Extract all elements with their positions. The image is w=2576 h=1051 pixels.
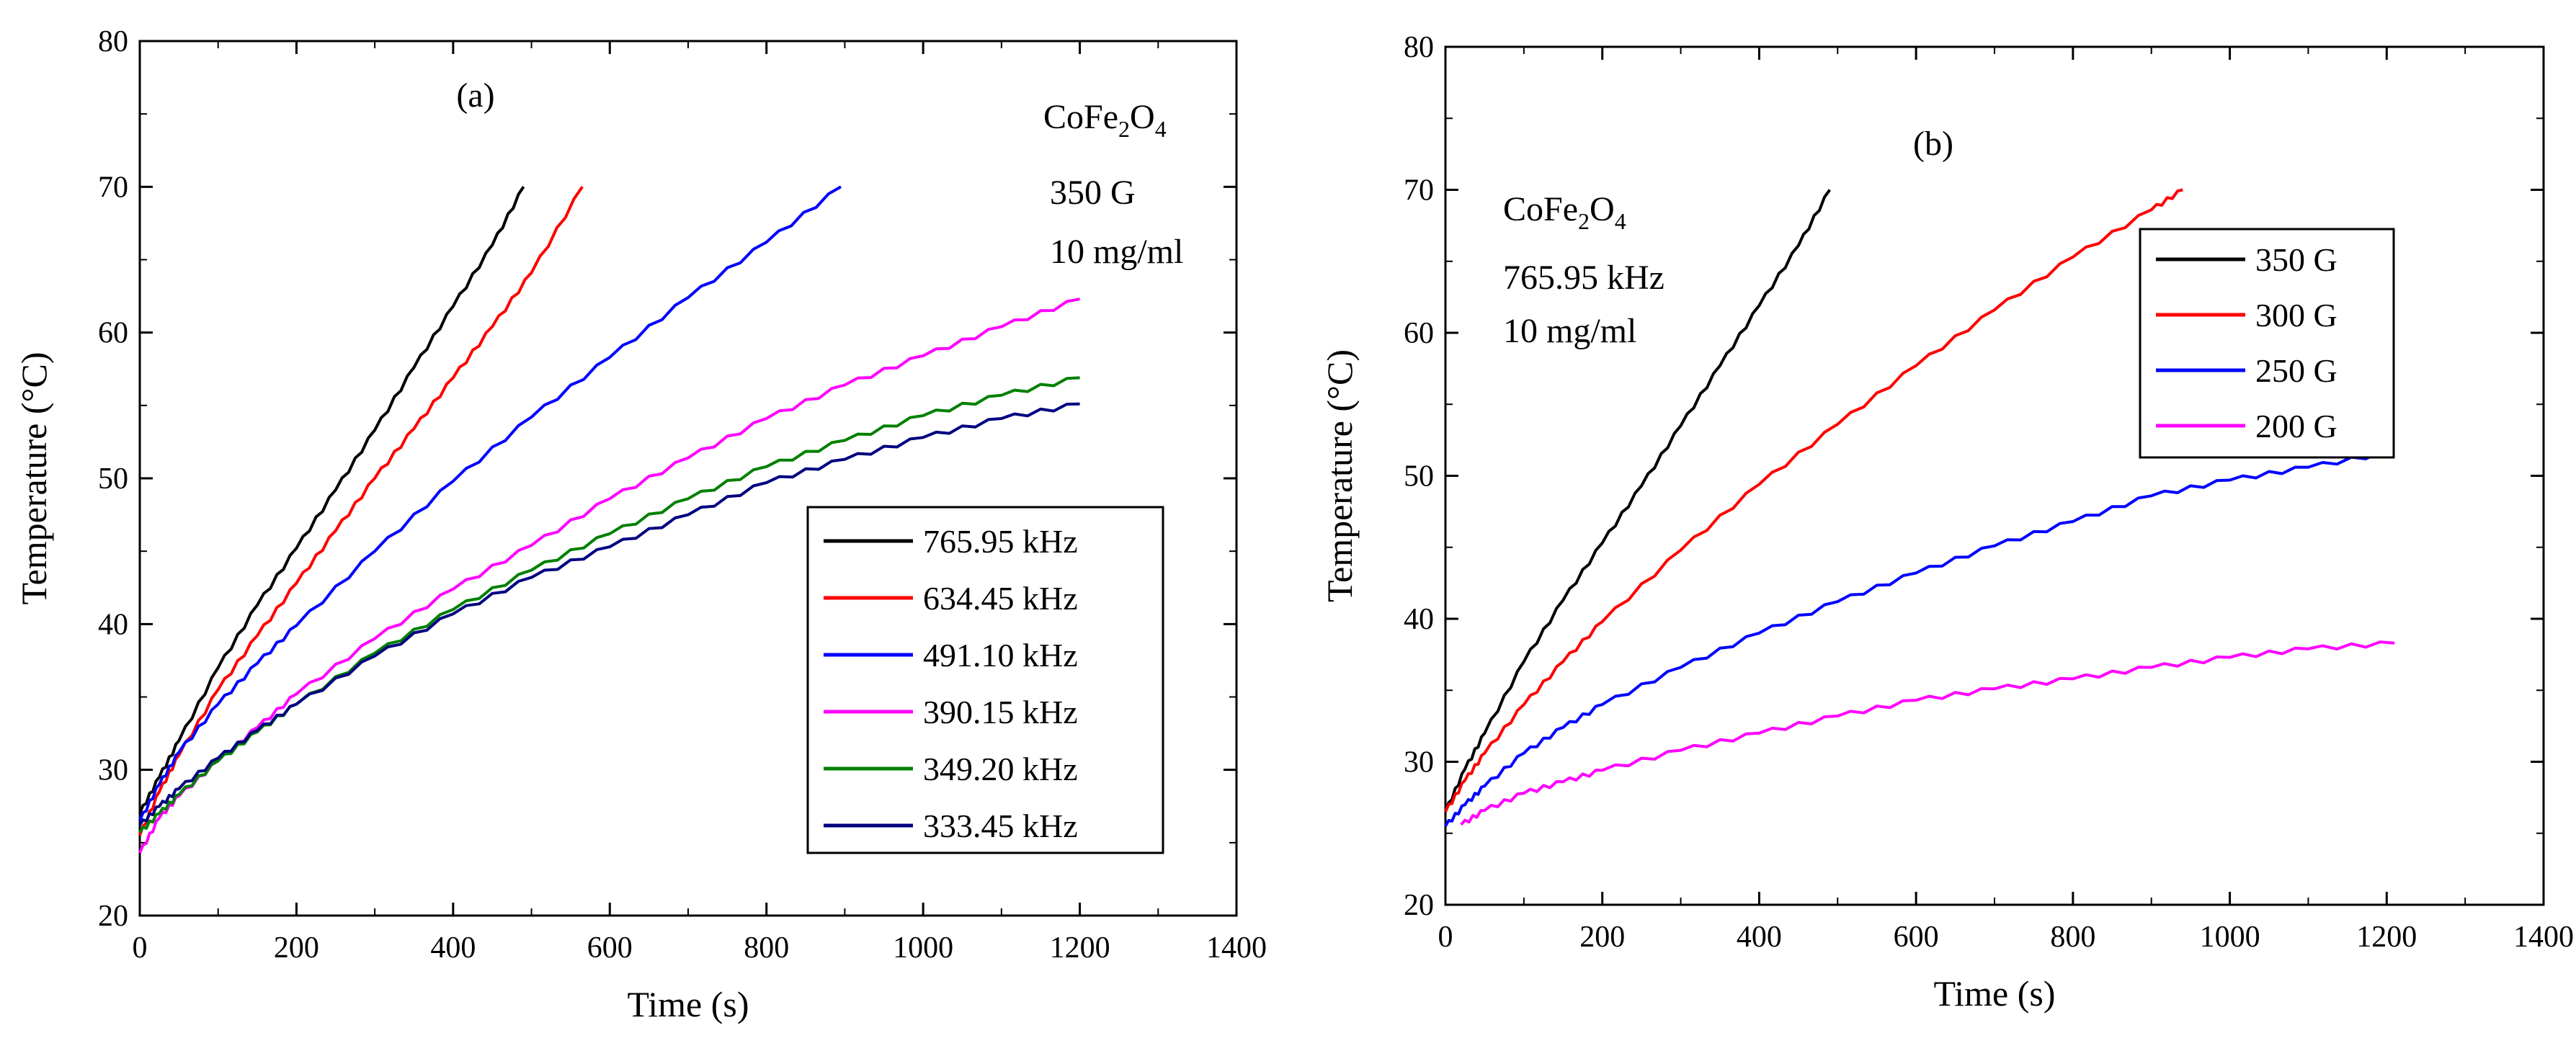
y-axis-ticks: 20 30 40 50 60 70 80 bbox=[1404, 31, 2544, 922]
y-tick-label: 40 bbox=[98, 608, 128, 641]
x-tick-label: 1200 bbox=[2356, 921, 2417, 954]
x-axis-title: Time (s) bbox=[1933, 973, 2055, 1014]
annotation-concentration: 10 mg/ml bbox=[1050, 233, 1183, 271]
x-tick-label: 1200 bbox=[1050, 931, 1110, 965]
series-line bbox=[1444, 450, 2395, 827]
legend-label: 765.95 kHz bbox=[923, 523, 1078, 560]
chart-panel-b: 0 200 400 600 800 1000 1200 1400 20 30 40 50 60 70 80… bbox=[1319, 31, 2574, 1014]
legend-label: 300 G bbox=[2255, 297, 2337, 334]
material-formula: CoFe2O4 bbox=[1503, 190, 1626, 234]
formula-oxygen: O bbox=[1130, 98, 1155, 136]
legend-label: 349.20 kHz bbox=[923, 751, 1078, 787]
legend-label: 350 G bbox=[2255, 241, 2337, 278]
series-line bbox=[1444, 188, 2183, 813]
series-line bbox=[138, 376, 1080, 833]
x-tick-label: 400 bbox=[1737, 921, 1782, 954]
y-tick-label: 30 bbox=[1404, 746, 1434, 779]
x-tick-label: 400 bbox=[430, 931, 476, 965]
y-axis-title: Temperature (°C) bbox=[1319, 349, 1360, 602]
x-tick-label: 800 bbox=[2050, 921, 2095, 954]
x-tick-label: 200 bbox=[1579, 921, 1625, 954]
legend-label: 491.10 kHz bbox=[923, 637, 1078, 674]
x-tick-label: 1000 bbox=[893, 931, 953, 965]
y-tick-label: 20 bbox=[1404, 889, 1434, 922]
annotation-concentration: 10 mg/ml bbox=[1503, 312, 1636, 350]
formula-oxygen: O bbox=[1590, 190, 1615, 228]
annotation-field: 350 G bbox=[1050, 174, 1136, 212]
y-tick-label: 60 bbox=[98, 317, 128, 350]
y-tick-label: 40 bbox=[1404, 603, 1434, 636]
y-tick-label: 60 bbox=[1404, 317, 1434, 350]
formula-subscript-2: 4 bbox=[1155, 116, 1167, 142]
formula-subscript-2: 4 bbox=[1615, 208, 1626, 234]
formula-subscript-1: 2 bbox=[1118, 116, 1130, 142]
legend: 350 G 300 G 250 G 200 G bbox=[2139, 228, 2395, 459]
x-tick-label: 0 bbox=[133, 931, 148, 965]
formula-base: CoFe bbox=[1503, 190, 1578, 228]
panel-label: (b) bbox=[1913, 125, 1953, 163]
series-lines bbox=[138, 185, 1080, 854]
series-line bbox=[138, 402, 1080, 826]
legend-box bbox=[806, 506, 1164, 854]
x-tick-label: 0 bbox=[1438, 921, 1453, 954]
y-axis-title: Temperature (°C) bbox=[14, 352, 54, 604]
x-tick-label: 1000 bbox=[2200, 921, 2260, 954]
legend-label: 250 G bbox=[2255, 352, 2337, 389]
y-tick-label: 30 bbox=[98, 754, 128, 787]
series-line bbox=[138, 186, 525, 815]
y-tick-label: 70 bbox=[1404, 174, 1434, 207]
y-tick-label: 50 bbox=[98, 462, 128, 496]
series-line bbox=[1460, 640, 2395, 826]
y-tick-label: 20 bbox=[98, 900, 128, 933]
x-axis-ticks: 0 200 400 600 800 1000 1200 1400 bbox=[133, 41, 1267, 965]
x-tick-label: 600 bbox=[1894, 921, 1939, 954]
annotation-frequency: 765.95 kHz bbox=[1503, 259, 1664, 297]
legend-box bbox=[2139, 228, 2395, 459]
formula-base: CoFe bbox=[1043, 98, 1118, 136]
x-axis-ticks: 0 200 400 600 800 1000 1200 1400 bbox=[1438, 47, 2574, 954]
legend-label: 634.45 kHz bbox=[923, 580, 1078, 617]
y-tick-label: 50 bbox=[1404, 460, 1434, 493]
series-lines bbox=[1444, 188, 2395, 827]
y-tick-label: 70 bbox=[98, 171, 128, 204]
series-line bbox=[1444, 189, 1832, 813]
x-tick-label: 1400 bbox=[2513, 921, 2574, 954]
plot-area-frame bbox=[1444, 45, 2545, 906]
legend-label: 200 G bbox=[2255, 408, 2337, 444]
x-tick-label: 200 bbox=[274, 931, 319, 965]
series-line bbox=[138, 185, 842, 822]
y-tick-label: 80 bbox=[98, 25, 128, 58]
x-axis-title: Time (s) bbox=[627, 984, 749, 1024]
y-tick-label: 80 bbox=[1404, 31, 1434, 64]
y-axis-ticks: 20 30 40 50 60 70 80 bbox=[98, 25, 1236, 933]
x-tick-label: 800 bbox=[744, 931, 789, 965]
x-tick-label: 1400 bbox=[1206, 931, 1267, 965]
x-tick-label: 600 bbox=[587, 931, 633, 965]
panel-label: (a) bbox=[456, 76, 494, 115]
chart-panel-a: 0 200 400 600 800 1000 1200 1400 20 30 40 50 60 70 80… bbox=[14, 25, 1267, 1024]
legend-label: 390.15 kHz bbox=[923, 694, 1078, 730]
material-formula: CoFe2O4 bbox=[1043, 98, 1167, 142]
formula-subscript-1: 2 bbox=[1578, 208, 1590, 234]
legend: 765.95 kHz 634.45 kHz 491.10 kHz 390.15 kHz… bbox=[806, 506, 1164, 854]
series-line bbox=[138, 186, 584, 836]
legend-label: 333.45 kHz bbox=[923, 808, 1078, 844]
